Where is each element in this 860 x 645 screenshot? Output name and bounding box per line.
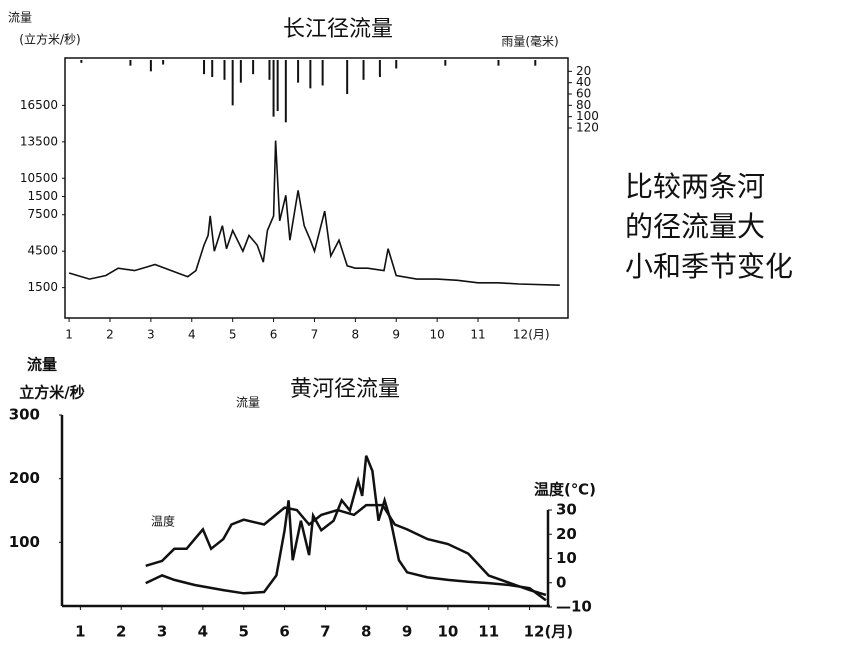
line-series [145,455,547,602]
x-tick-label: 1 [65,328,73,342]
y-tick-label: 4500 [27,244,58,258]
x-tick-label: 12(月) [513,328,550,342]
x-tick-label: 2 [116,623,126,641]
plot-frame [64,57,569,319]
x-tick-label: 2 [106,328,114,342]
y2-tick-label: 100 [576,109,599,123]
y-axis-label: 立方米/秒 [19,384,84,402]
series-label: 温度 [151,514,175,529]
series-label: 流量 [236,396,260,410]
y2-tick-label: 30 [556,501,577,519]
x-tick-label: 7 [311,328,319,342]
y-axis-label: 流量 [8,11,32,25]
line-series [145,503,547,597]
y-tick-label: 1500 [27,189,58,203]
x-tick-label: 11 [470,328,485,342]
y-tick-label: 200 [9,469,40,487]
line-series [68,140,560,286]
x-tick-label: 4 [198,623,208,641]
y-tick-label: 100 [9,533,40,551]
y-axis-label: (立方米/秒) [19,32,80,47]
x-tick-label: 5 [239,623,249,641]
x-tick-label: 10 [437,623,458,641]
annotation: 小和季节变化 [625,250,793,283]
y-tick-label: 7500 [27,207,58,221]
y2-tick-label: 120 [576,121,599,135]
x-tick-label: 3 [157,623,167,641]
x-tick-label: 5 [229,328,237,342]
y2-axis-label: 温度(℃) [534,481,596,499]
y2-tick-label: —10 [556,598,592,616]
x-tick-label: 8 [352,328,360,342]
x-tick-label: 6 [279,623,289,641]
y-tick-label: 300 [9,406,40,424]
y-tick-label: 10500 [20,171,58,185]
y-tick-label: 16500 [20,98,58,112]
y2-tick-label: 60 [576,87,591,101]
x-tick-label: 11 [478,623,499,641]
x-tick-label: 3 [147,328,155,342]
y2-tick-label: 20 [556,525,577,543]
y2-axis-label: 雨量(毫米) [501,34,558,49]
x-tick-label: 1 [75,623,85,641]
y2-tick-label: 20 [576,64,591,78]
chart-title: 黄河径流量 [290,377,400,402]
y-tick-label: 13500 [20,134,58,148]
y2-tick-label: 10 [556,549,577,567]
y2-tick-label: 80 [576,98,591,112]
x-tick-label: 8 [361,623,371,641]
x-tick-label: 7 [320,623,330,641]
annotation: 比较两条河 [625,170,765,203]
x-tick-label: 10 [429,328,444,342]
x-tick-label: 12(月) [524,623,574,641]
chart-title: 长江径流量 [283,17,393,42]
x-tick-label: 6 [270,328,278,342]
x-tick-label: 9 [402,623,412,641]
x-tick-label: 9 [392,328,400,342]
y2-tick-label: 40 [576,75,591,89]
y2-tick-label: 0 [556,573,566,591]
x-tick-label: 4 [188,328,196,342]
y-tick-label: 1500 [27,280,58,294]
y-axis-label: 流量 [27,356,57,374]
annotation: 的径流量大 [625,210,765,243]
